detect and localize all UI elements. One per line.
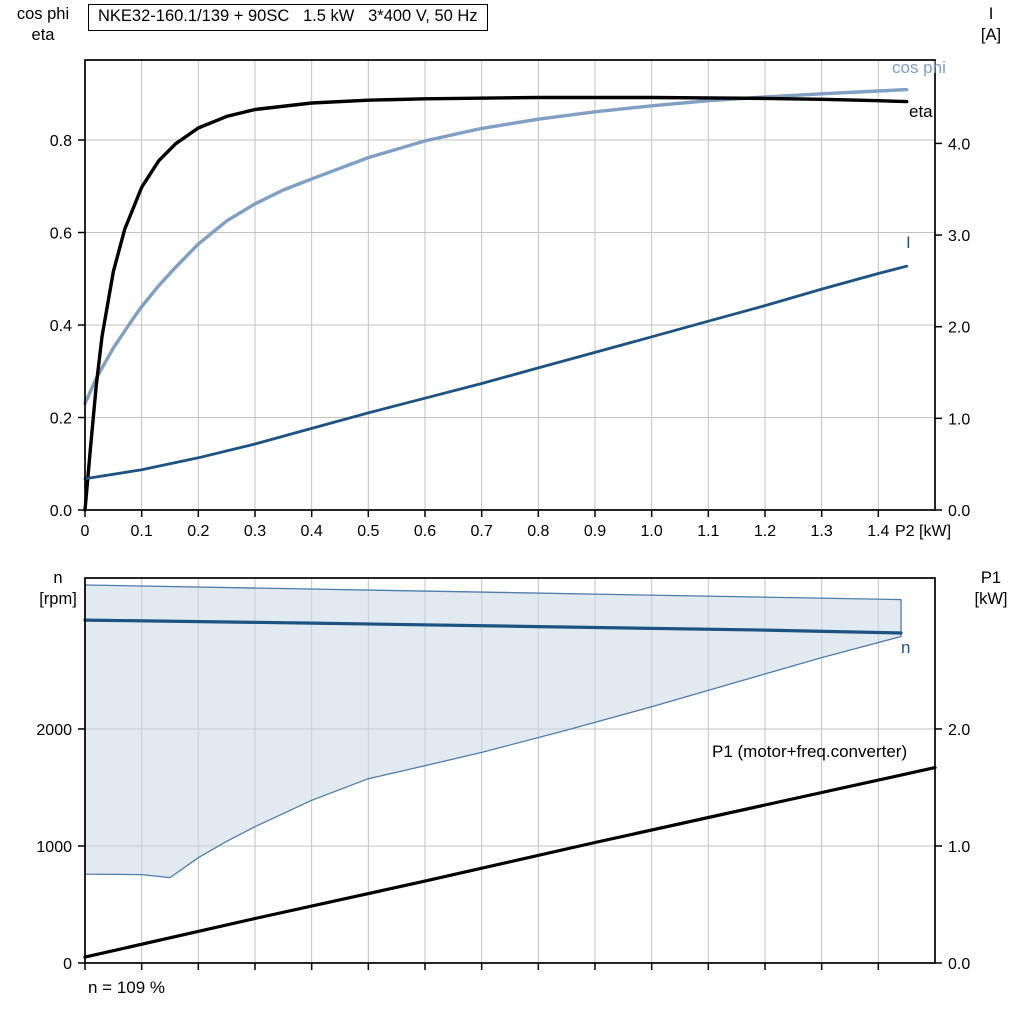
tick-label-x: 0.9 [584,523,606,540]
speed-curve-label: n [901,638,911,657]
tick-label-x: 0.6 [414,523,436,540]
tick-label-x: 1.0 [641,523,663,540]
y-right-axis-title-bottom: P1 [kW] [961,568,1021,609]
tick-label-x: 0.2 [187,523,209,540]
tick-label-y-right: 2.0 [948,722,970,739]
tick-label-x: 0 [81,523,90,540]
tick-label-x: 1.3 [811,523,833,540]
tick-label-x: 1.2 [754,523,776,540]
speed-percentage-note: n = 109 % [88,978,166,997]
tick-label-y-left: 0.4 [50,318,72,335]
eta-curve-label: eta [909,102,933,121]
tick-label-x: 1.1 [697,523,719,540]
tick-label-y-left: 0.8 [50,133,72,150]
axis-label-rpm-unit: [rpm] [39,589,77,608]
axis-label-current: I [988,5,994,23]
plot-frame [84,59,936,511]
tick-label-x: 0.8 [527,523,549,540]
cos-phi-curve-label: cos phi [892,58,946,77]
y-left-axis-title-top: cos phi eta [6,4,80,45]
axis-label-ampere-unit: [A] [980,25,1002,44]
tick-label-y-left: 0.6 [50,226,72,243]
tick-label-x: 0.3 [244,523,266,540]
tick-label-y-left: 0.0 [50,503,72,520]
tick-label-y-right: 3.0 [948,228,970,245]
tick-label-y-right: 1.0 [948,411,970,428]
p1-curve-label: P1 (motor+freq.converter) [712,742,908,761]
tick-label-y-left: 0 [63,956,72,973]
tick-label-x: 0.4 [301,523,323,540]
curve-eta [83,95,909,512]
tick-label-y-right: 1.0 [948,839,970,856]
tick-label-y-left: 2000 [36,722,72,739]
curve-current [83,264,909,481]
tick-label-x: 1.4 [867,523,889,540]
y-left-axis-title-bottom: n [rpm] [22,568,94,609]
axis-label-eta: eta [31,25,55,44]
curve-speed [83,618,903,635]
curve-cos_phi [83,87,909,406]
axis-label-cos-phi: cos phi [16,5,70,23]
tick-label-y-left: 0.2 [50,411,72,428]
tick-label-x: 0.1 [131,523,153,540]
axis-label-kw-unit: [kW] [974,589,1008,608]
tick-label-y-left: 1000 [36,839,72,856]
tick-label-y-right: 2.0 [948,320,970,337]
tick-label-x: 0.7 [471,523,493,540]
tick-label-x: 0.5 [357,523,379,540]
tick-label-y-right: 0.0 [948,503,970,520]
x-axis-unit-label: P2 [kW] [895,523,951,540]
tick-label-y-right: 4.0 [948,136,970,153]
area-speed_range [84,584,902,879]
current-curve-label: I [906,233,911,252]
tick-label-y-right: 0.0 [948,956,970,973]
y-right-axis-title-top: I [A] [963,4,1019,45]
curve-p1 [83,765,937,959]
axis-label-p1: P1 [980,569,1002,587]
chart-title-box: NKE32-160.1/139 + 90SC 1.5 kW 3*400 V, 5… [88,4,488,31]
plot-frame [84,577,936,964]
axis-label-speed: n [53,569,63,587]
